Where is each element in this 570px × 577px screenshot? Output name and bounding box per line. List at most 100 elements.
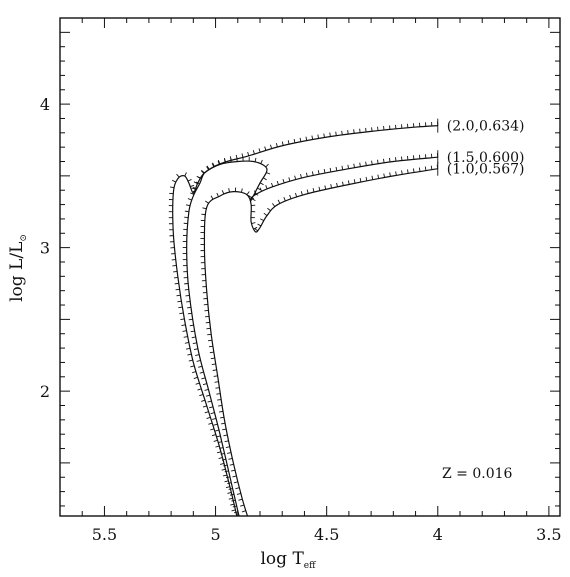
time-step-marker [175, 288, 180, 291]
time-step-marker [389, 172, 391, 177]
time-step-marker [212, 369, 217, 371]
track-series [168, 150, 439, 516]
time-step-marker [176, 294, 181, 297]
time-step-marker [412, 168, 415, 173]
time-step-marker [173, 270, 178, 273]
time-step-marker [186, 347, 191, 350]
time-step-marker [210, 428, 215, 431]
time-step-marker [215, 445, 220, 448]
plot-frame [59, 17, 561, 517]
time-step-marker [208, 422, 213, 425]
time-step-marker [377, 174, 380, 179]
time-step-marker [196, 360, 201, 362]
track-label: (2.0,0.634) [447, 119, 525, 135]
time-step-marker [191, 336, 196, 339]
time-step-marker [300, 191, 303, 196]
time-step-marker [270, 144, 273, 149]
time-step-marker [324, 185, 327, 190]
time-step-marker [424, 166, 427, 171]
time-step-marker [231, 509, 236, 512]
time-step-marker [299, 137, 302, 142]
time-step-marker [288, 177, 291, 182]
time-step-marker [189, 324, 194, 327]
time-step-marker [224, 440, 229, 443]
time-step-marker [254, 157, 257, 162]
time-step-marker [329, 167, 332, 172]
time-step-marker [254, 193, 259, 196]
metallicity-annotation: Z = 0.016 [442, 466, 513, 482]
time-step-marker [201, 399, 206, 402]
time-step-marker [193, 376, 198, 379]
time-step-marker [212, 162, 215, 167]
time-step-marker [182, 330, 187, 332]
time-step-marker [180, 318, 185, 321]
time-step-marker [204, 388, 209, 391]
time-step-marker [257, 223, 262, 227]
time-step-marker [216, 435, 221, 438]
time-step-marker [238, 498, 243, 501]
x-tick-label: 4.5 [314, 525, 339, 544]
time-step-marker [216, 192, 219, 197]
time-step-marker [228, 188, 230, 193]
time-step-marker [210, 195, 214, 200]
x-tick-label: 4 [433, 525, 443, 544]
time-step-marker [183, 336, 188, 338]
time-step-marker [418, 167, 421, 172]
x-tick-label: 3.5 [536, 525, 561, 544]
time-step-marker [247, 151, 250, 156]
time-step-marker [184, 210, 189, 213]
time-step-marker [206, 166, 210, 171]
track-labels: (2.0,0.634) (1.5,0.600)(1.0,0.567) [447, 119, 525, 178]
time-step-marker [197, 388, 202, 391]
time-step-marker [305, 172, 308, 177]
time-step-marker [234, 515, 237, 516]
time-step-marker [186, 300, 191, 303]
time-step-marker [217, 159, 221, 164]
time-step-marker [217, 160, 220, 165]
time-step-marker [218, 405, 223, 407]
time-step-marker [205, 200, 209, 204]
time-step-marker [228, 458, 233, 460]
time-step-marker [276, 180, 279, 185]
time-step-marker [295, 192, 298, 197]
time-step-marker [248, 194, 252, 198]
time-step-marker [200, 170, 205, 174]
x-tick-label: 5 [210, 525, 220, 544]
time-step-marker [186, 306, 192, 309]
time-step-marker [383, 158, 385, 163]
time-step-marker [377, 159, 379, 164]
time-step-marker [223, 434, 228, 437]
time-step-marker [260, 218, 264, 222]
time-step-marker [231, 469, 236, 472]
time-step-marker [188, 318, 193, 321]
time-step-marker [176, 173, 180, 178]
time-step-marker [407, 169, 409, 174]
time-step-marker [267, 207, 271, 212]
time-step-marker [254, 190, 257, 195]
time-step-marker [265, 184, 268, 190]
time-step-marker [221, 422, 226, 425]
time-step-marker [224, 159, 226, 164]
time-step-marker [213, 423, 218, 426]
track-line [203, 168, 438, 516]
time-step-marker [190, 365, 195, 368]
time-step-marker [289, 194, 292, 199]
time-step-marker [227, 452, 232, 454]
track-line [172, 156, 438, 516]
time-step-marker [172, 179, 177, 183]
time-step-marker [258, 148, 261, 153]
time-step-marker [365, 161, 367, 166]
time-step-marker [232, 475, 237, 478]
track-series [182, 118, 439, 519]
y-tick-label: 3 [40, 239, 50, 258]
time-step-marker [216, 393, 221, 395]
time-step-marker [365, 176, 368, 181]
time-step-marker [240, 188, 243, 193]
time-step-marker [184, 172, 187, 177]
time-step-marker [236, 518, 240, 519]
time-step-marker [353, 163, 355, 168]
time-step-marker [300, 174, 302, 179]
time-step-marker [359, 177, 362, 183]
time-step-marker [179, 312, 184, 315]
